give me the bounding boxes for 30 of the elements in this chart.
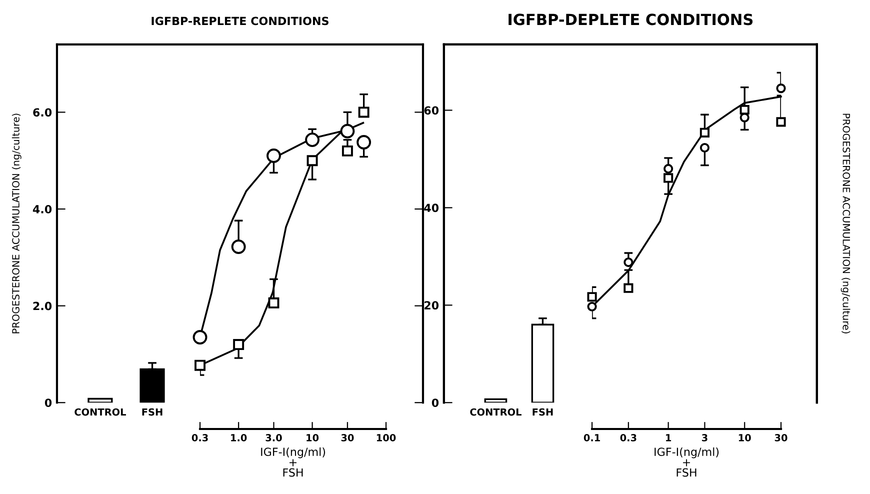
y-tick-label: 4.0 [32, 204, 52, 214]
x-tick-label: 1.0 [231, 434, 247, 442]
x-tick-label: 10 [738, 434, 751, 442]
x-tick-label: FSH [142, 408, 162, 416]
text: IGFBP-REPLETE CONDITIONS [152, 16, 328, 26]
x-tick-label: FSH [532, 408, 553, 416]
y-tick-label: 20 [424, 301, 439, 310]
x-tick-label: 1 [666, 434, 672, 442]
x-tick-label: 3.0 [266, 434, 282, 442]
y-tick-label: 6.0 [33, 108, 52, 117]
x-tick-label: 30 [774, 434, 788, 442]
x-tick-label: 30 [341, 434, 354, 442]
y-tick-label: 0 [432, 398, 439, 407]
text: IGFBP-DEPLETE CONDITIONS [508, 14, 753, 26]
x-tick-label: 100 [376, 434, 396, 442]
x-tick-label: CONTROL [74, 408, 126, 416]
y-axis-title: PROGESTERONE ACCUMULATION (ng/culture) [12, 114, 22, 334]
x-tick-label: 10 [306, 434, 319, 442]
y-tick-label: 60 [424, 106, 439, 115]
y-tick-label: 40 [424, 204, 439, 212]
x-tick-label: 3 [702, 434, 708, 442]
x-tick-label: 0.3 [620, 434, 636, 442]
x-axis-title: IGF-I(ng/ml) + FSH [654, 447, 719, 477]
y-tick-label: 0 [44, 398, 52, 407]
x-tick-label: 0.3 [192, 434, 208, 442]
x-tick-label: 0.1 [584, 434, 600, 442]
x-axis-title: IGF-I(ng/ml) + FSH [261, 447, 326, 477]
x-tick-label: CONTROL [470, 408, 522, 416]
y-tick-label: 2.0 [33, 302, 52, 310]
y2-axis-title: PROGESTERONE ACCUMULATION (ng/culture) [840, 114, 850, 334]
